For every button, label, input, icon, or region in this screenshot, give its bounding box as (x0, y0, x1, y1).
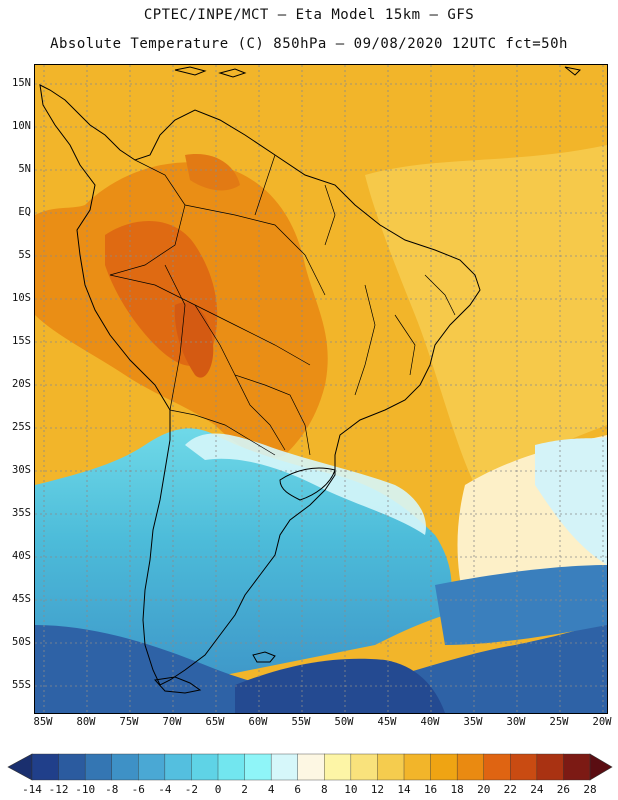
colorbar-label: -12 (48, 783, 69, 796)
colorbar-swatch (297, 753, 325, 781)
field-andes-hot (174, 302, 214, 378)
lat-label: 15S (12, 335, 31, 347)
country-borders (109, 154, 456, 456)
colorbar-label: 10 (344, 783, 358, 796)
colorbar (7, 753, 613, 781)
colorbar-swatch (403, 753, 432, 781)
colorbar-label: -2 (184, 783, 199, 796)
lat-label: EQ (18, 206, 31, 218)
lon-label: 70W (162, 716, 182, 728)
lon-label: 25W (549, 716, 569, 728)
lat-label: 50S (12, 636, 31, 648)
colorbar-label: 16 (423, 783, 438, 796)
lon-label: 50W (334, 716, 354, 728)
tierra-del-fuego (154, 676, 202, 694)
lon-label: 35W (463, 716, 483, 728)
colorbar-swatch (430, 753, 458, 781)
colorbar-label: 4 (267, 783, 275, 796)
coastline-south-america (39, 84, 481, 686)
lat-label: 25S (12, 421, 31, 433)
colorbar-swatch (324, 753, 352, 781)
field-atlantic-pale-cyan (535, 437, 607, 565)
colorbar-label: 26 (556, 783, 571, 796)
colorbar-label: 20 (477, 783, 491, 796)
colorbar-label: 2 (241, 783, 248, 796)
lon-label: 80W (76, 716, 96, 728)
colorbar-label: -6 (131, 783, 145, 796)
lon-label: 30W (506, 716, 526, 728)
lon-label: 20W (592, 716, 612, 728)
field-front-band (185, 433, 426, 535)
lon-label: 40W (420, 716, 440, 728)
colorbar-label: -10 (75, 783, 96, 796)
colorbar-swatch (164, 753, 192, 781)
colorbar-swatch (377, 753, 405, 781)
lat-label: 5N (18, 163, 31, 175)
colorbar-swatch (350, 753, 378, 781)
temperature-map (34, 64, 608, 714)
lat-label: 10N (12, 120, 31, 132)
field-atlantic-yellow (365, 145, 607, 485)
lon-label: 75W (119, 716, 139, 728)
lon-label: 55W (291, 716, 311, 728)
chart-title-line2: Absolute Temperature (C) 850hPa – 09/08/… (50, 36, 568, 52)
colorbar-under-arrow (7, 753, 33, 781)
colorbar-label: 18 (450, 783, 464, 796)
lat-label: 45S (12, 593, 31, 605)
field-north-hot (185, 154, 240, 191)
lon-label: 45W (377, 716, 397, 728)
colorbar-label: 8 (320, 783, 328, 796)
lat-label: 40S (12, 550, 31, 562)
colorbar-swatch (244, 753, 272, 781)
colorbar-swatch (456, 753, 485, 781)
colorbar-label: -14 (22, 783, 42, 796)
colorbar-swatch (31, 753, 60, 781)
colorbar-label: 6 (294, 783, 302, 796)
colorbar-swatch (510, 753, 538, 781)
lat-label: 55S (12, 679, 31, 691)
colorbar-swatch (84, 753, 113, 781)
colorbar-over-arrow (589, 753, 613, 781)
colorbar-label: 28 (583, 783, 597, 796)
lat-label: 5S (18, 249, 31, 261)
colorbar-label: 14 (397, 783, 411, 796)
lat-label: 30S (12, 464, 31, 476)
coastline-river-plate (279, 467, 336, 501)
colorbar-label: 24 (530, 783, 544, 796)
colorbar-swatch (217, 753, 246, 781)
falkland-islands (252, 651, 276, 663)
colorbar-label: 12 (370, 783, 385, 796)
colorbar-swatch (536, 753, 564, 781)
caribbean-islands (174, 66, 582, 78)
colorbar-swatch (483, 753, 511, 781)
lat-label: 20S (12, 378, 31, 390)
colorbar-swatch (111, 753, 139, 781)
lon-label: 65W (205, 716, 225, 728)
colorbar-swatch (138, 753, 166, 781)
colorbar-swatch (270, 753, 299, 781)
lon-label: 60W (248, 716, 268, 728)
temperature-map-canvas (35, 65, 607, 713)
colorbar-swatch (58, 753, 86, 781)
colorbar-label: -8 (105, 783, 119, 796)
lon-label: 85W (33, 716, 53, 728)
lat-label: 10S (12, 292, 31, 304)
lon-gridlines (43, 65, 604, 713)
lat-label: 35S (12, 507, 31, 519)
colorbar-swatch (563, 753, 591, 781)
chart-title-line1: CPTEC/INPE/MCT – Eta Model 15km – GFS (143, 7, 475, 23)
field-cold-se (435, 565, 607, 645)
field-cold-deep (35, 620, 607, 713)
colorbar-label: -4 (158, 783, 172, 796)
colorbar-label: 0 (214, 783, 222, 796)
colorbar-swatch (191, 753, 219, 781)
colorbar-label: 22 (503, 783, 517, 796)
lat-label: 15N (12, 77, 31, 89)
